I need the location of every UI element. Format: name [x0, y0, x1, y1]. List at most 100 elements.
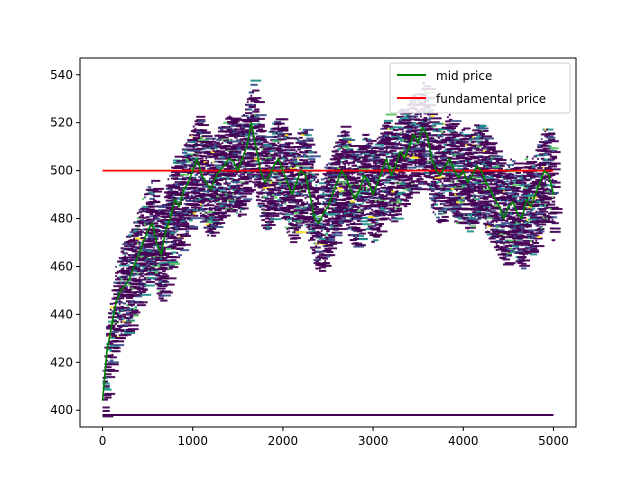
heatmap-cell [474, 197, 476, 200]
heatmap-cell [259, 186, 267, 189]
heatmap-cell [479, 156, 491, 159]
heatmap-cell [203, 144, 208, 147]
heatmap-cell [472, 135, 475, 138]
heatmap-cell [488, 231, 491, 234]
heatmap-cell [542, 159, 550, 162]
heatmap-cell [374, 199, 377, 202]
heatmap-cell [180, 191, 184, 194]
heatmap-cell [371, 233, 383, 236]
heatmap-cell [501, 195, 505, 198]
heatmap-cell [241, 145, 246, 148]
heatmap-cell [530, 216, 541, 219]
heatmap-cell [508, 241, 514, 244]
heatmap-cell [138, 258, 148, 261]
heatmap-cell [318, 257, 321, 260]
heatmap-cell [466, 185, 476, 188]
heatmap-cell [264, 174, 269, 177]
heatmap-cell [243, 114, 246, 117]
heatmap-cell [279, 156, 285, 159]
heatmap-cell [520, 259, 525, 262]
heatmap-cell [299, 193, 303, 196]
heatmap-cell [261, 224, 267, 227]
heatmap-cell [263, 227, 273, 230]
heatmap-cell [355, 228, 366, 231]
heatmap-cell [542, 133, 550, 136]
heatmap-cell [474, 151, 484, 154]
heatmap-cell [171, 240, 173, 243]
heatmap-cell [268, 142, 276, 145]
heatmap-cell [495, 220, 498, 223]
heatmap-cell [154, 282, 163, 285]
heatmap-cell [328, 217, 336, 220]
heatmap-cell [163, 218, 166, 221]
heatmap-cell [236, 139, 244, 142]
heatmap-cell [501, 222, 512, 225]
heatmap-cell [533, 242, 540, 245]
heatmap-cell [472, 211, 478, 214]
heatmap-cell [210, 226, 215, 229]
heatmap-cell [176, 191, 179, 194]
heatmap-cell [439, 219, 442, 222]
heatmap-cell [308, 239, 310, 242]
heatmap-cell [344, 216, 347, 219]
heatmap-cell [542, 204, 545, 207]
heatmap-cell [178, 223, 190, 226]
heatmap-cell [337, 150, 339, 153]
heatmap-cell [227, 163, 229, 166]
heatmap-cell [306, 143, 316, 146]
heatmap-cell [172, 225, 179, 228]
heatmap-cell [349, 145, 361, 148]
heatmap-cell [172, 217, 179, 220]
heatmap-cell [261, 150, 271, 153]
heatmap-cell [510, 194, 516, 197]
heatmap-cell [364, 134, 368, 137]
heatmap-cell [162, 209, 168, 212]
heatmap-cell [261, 170, 265, 173]
heatmap-cell [511, 195, 518, 198]
heatmap-cell [382, 213, 388, 216]
heatmap-cell [221, 141, 224, 144]
heatmap-cell [419, 177, 422, 180]
heatmap-cell [171, 259, 177, 262]
heatmap-cell [394, 159, 406, 162]
heatmap-cell [125, 296, 134, 299]
heatmap-cell [165, 218, 170, 221]
heatmap-cell [136, 304, 146, 307]
heatmap-cell [470, 208, 475, 211]
heatmap-cell [501, 241, 511, 244]
heatmap-cell [355, 244, 366, 247]
heatmap-cell [344, 140, 350, 143]
heatmap-cell [154, 217, 161, 220]
heatmap-cell [539, 140, 541, 143]
heatmap-cell [320, 229, 323, 232]
heatmap-cell [210, 231, 220, 234]
heatmap-cell [199, 196, 206, 199]
heatmap-cell [526, 225, 529, 228]
heatmap-cell [268, 200, 280, 203]
heatmap-cell [201, 170, 209, 173]
heatmap-cell [493, 192, 500, 195]
y-tick-label: 520 [50, 116, 73, 130]
heatmap-cell [520, 183, 523, 186]
heatmap-cell [373, 194, 377, 197]
heatmap-cell [122, 243, 134, 246]
heatmap-cell [337, 187, 343, 190]
heatmap-cell [506, 245, 509, 248]
heatmap-cell [156, 224, 159, 227]
heatmap-cell [430, 148, 442, 151]
heatmap-cell [140, 263, 146, 266]
heatmap-cell [221, 212, 226, 215]
heatmap-cell [403, 188, 411, 191]
heatmap-cell [142, 205, 154, 208]
heatmap-cell [504, 181, 507, 184]
heatmap-cell [355, 198, 365, 201]
heatmap-cell [149, 205, 155, 208]
heatmap-cell [378, 195, 388, 198]
heatmap-cell [264, 157, 273, 160]
heatmap-cell [466, 227, 469, 230]
heatmap-cell [492, 179, 503, 182]
heatmap-cell [351, 161, 356, 164]
heatmap-cell [365, 186, 368, 189]
heatmap-cell [347, 197, 356, 200]
heatmap-cell [125, 258, 128, 261]
